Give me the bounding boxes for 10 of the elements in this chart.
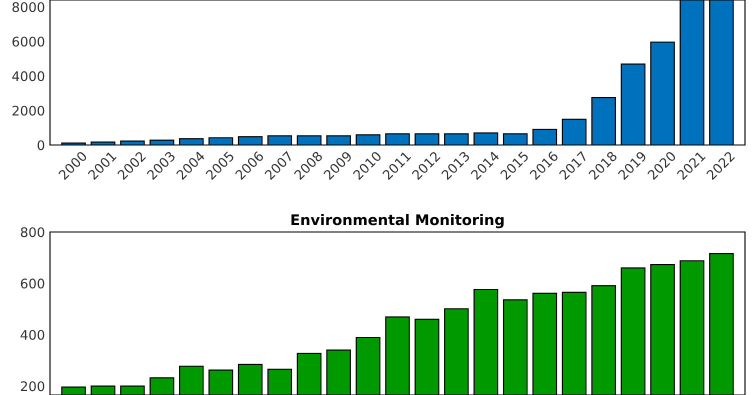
y-tick-label: 400 [20, 330, 44, 340]
y-tick-label: 0 [38, 140, 44, 150]
y-tick-label: 200 [20, 381, 44, 392]
y-tick-label: 2000 [12, 106, 44, 116]
y-tick-label: 800 [20, 227, 44, 238]
y-tick-label: 4000 [12, 71, 44, 82]
y-tick-label: 600 [20, 278, 44, 289]
y-tick-label: 6000 [12, 36, 44, 47]
chart-title: Environmental Monitoring [291, 214, 504, 228]
y-tick-label: 8000 [12, 2, 44, 12]
